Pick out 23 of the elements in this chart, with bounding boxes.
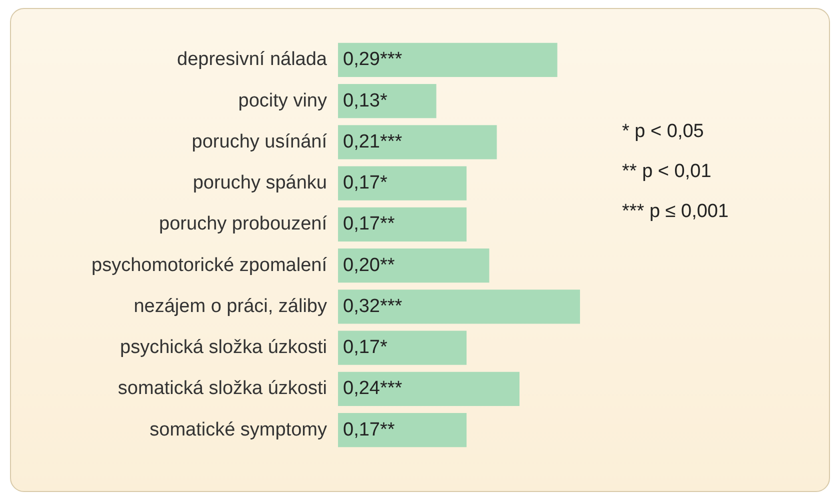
data-label: 0,17**	[343, 214, 396, 235]
data-label: 0,13*	[343, 90, 388, 112]
y-tick-label: poruchy probouzení	[159, 214, 328, 235]
data-label: 0,17*	[343, 337, 388, 358]
y-tick-label: nezájem o práci, záliby	[134, 296, 328, 317]
data-label: 0,32***	[343, 296, 403, 317]
y-tick-label: poruchy usínání	[192, 131, 328, 152]
y-tick-label: depresivní nálada	[177, 49, 328, 70]
data-label: 0,24***	[343, 378, 403, 400]
data-label: 0,21***	[343, 131, 403, 152]
text: *** p ≤ 0,001	[622, 200, 729, 224]
y-tick-label: psychomotorické zpomalení	[92, 254, 328, 276]
data-label: 0,20**	[343, 254, 396, 276]
data-label: 0,17**	[343, 419, 396, 440]
y-tick-label: somatická složka úzkosti	[118, 378, 327, 400]
text: ** p < 0,01	[622, 160, 712, 184]
text: * p < 0,05	[622, 120, 705, 144]
y-tick-label: pocity viny	[238, 90, 328, 112]
y-tick-label: psychická složka úzkosti	[120, 337, 327, 358]
y-tick-label: poruchy spánku	[192, 172, 327, 194]
data-label: 0,17*	[343, 172, 388, 194]
data-label: 0,29***	[343, 49, 403, 70]
y-tick-label: somatické symptomy	[150, 419, 328, 440]
